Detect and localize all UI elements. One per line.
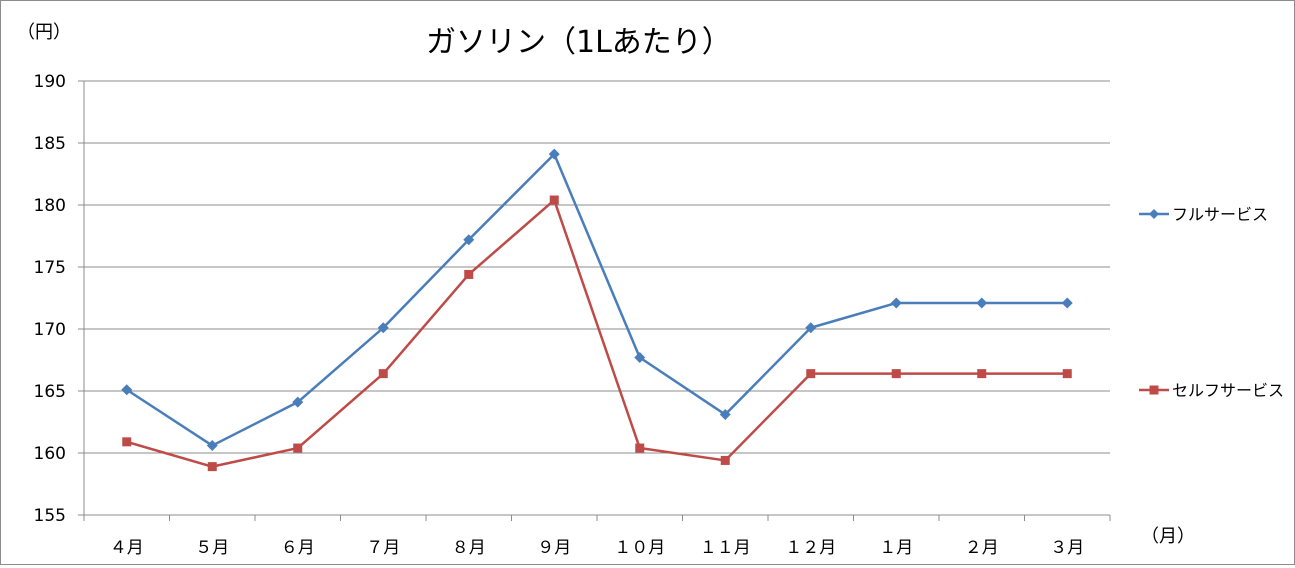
data-point [976,297,988,309]
y-tick-label: 155 [34,506,66,526]
data-point [891,369,901,379]
data-point [719,409,731,421]
data-point [206,440,218,452]
series-0 [121,148,1073,452]
x-tick-label: ９月 [537,538,571,558]
x-axis-unit-label: （月） [1141,526,1195,547]
data-point [121,384,133,396]
y-tick-label: 160 [34,444,66,464]
x-tick-label: ６月 [281,538,315,558]
y-tick-label: 170 [34,320,66,340]
data-point [293,443,303,453]
y-tick-labels: 155 160 165 170 175 180 185 190 [34,72,66,526]
legend-marker [1149,209,1159,219]
data-point [977,369,987,379]
data-point [635,443,645,453]
data-point [207,462,217,472]
series-group [121,148,1073,472]
x-tick-labels: ４月 ５月 ６月 ７月 ８月 ９月 １０月 １１月 １２月 １月 ２月 ３月 [110,538,1085,558]
y-tick-label: 180 [34,196,66,216]
data-point [806,369,816,379]
x-tick-label: ３月 [1050,538,1084,558]
series-line [126,198,1068,468]
data-point [890,297,902,309]
x-tick-label: １２月 [785,538,836,558]
data-point [463,234,475,246]
y-tick-label: 175 [34,258,66,278]
legend-marker [1149,385,1159,395]
data-point [805,322,817,334]
data-point [634,352,646,364]
data-point [377,322,389,334]
y-tick-label: 185 [34,134,66,154]
axes [78,80,1111,521]
y-tick-label: 190 [34,72,66,92]
x-tick-label: ５月 [195,538,229,558]
legend-entry: フルサービス [1139,205,1268,224]
x-tick-label: １月 [879,538,913,558]
x-tick-label: １０月 [614,538,665,558]
x-tick-label: ４月 [110,538,144,558]
series-line [126,152,1068,447]
data-point [720,455,730,465]
data-point [378,369,388,379]
x-tick-label: ２月 [965,538,999,558]
x-tick-label: ７月 [366,538,400,558]
grid-lines [84,80,1110,454]
chart-title: ガソリン（1Lあたり） [426,25,732,60]
data-point [1061,297,1073,309]
data-point [1062,369,1072,379]
y-axis-unit-label: （円） [17,22,71,43]
x-tick-label: １１月 [700,538,751,558]
data-point [292,396,304,408]
legend-label: セルフサービス [1172,381,1284,400]
legend-label: フルサービス [1172,205,1268,224]
legend-entry: セルフサービス [1139,381,1284,400]
x-tick-label: ８月 [452,538,486,558]
data-point [548,148,560,160]
data-point [464,269,474,279]
data-point [549,195,559,205]
series-1 [122,195,1072,472]
data-point [122,437,132,447]
y-tick-label: 165 [34,382,66,402]
